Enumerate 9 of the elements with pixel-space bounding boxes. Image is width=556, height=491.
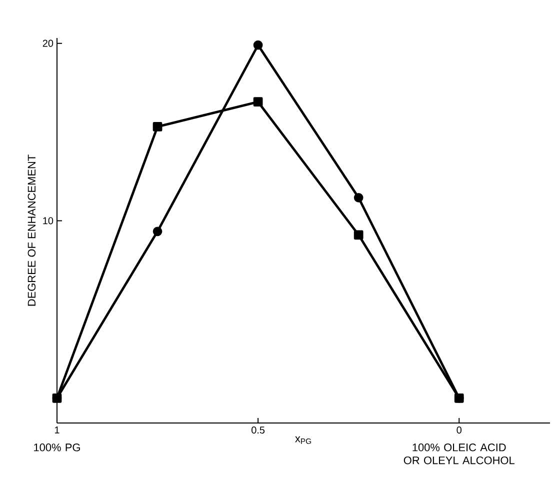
- x-tick-label: 0.5: [252, 426, 265, 434]
- text: 100% PG: [34, 444, 80, 452]
- x-tick-label: 0: [456, 426, 462, 434]
- x-tick-label: 1: [54, 426, 60, 434]
- text: 100% OLEIC ACID OR OLEYL ALCOHOL: [404, 444, 514, 464]
- x-axis-title: x$_{PG}$: [295, 436, 311, 444]
- y-tick-label: 10: [43, 217, 54, 224]
- y-tick-label: 20: [42, 40, 54, 47]
- y-axis-title: DEGREE OF ENHANCEMENT: [28, 154, 36, 306]
